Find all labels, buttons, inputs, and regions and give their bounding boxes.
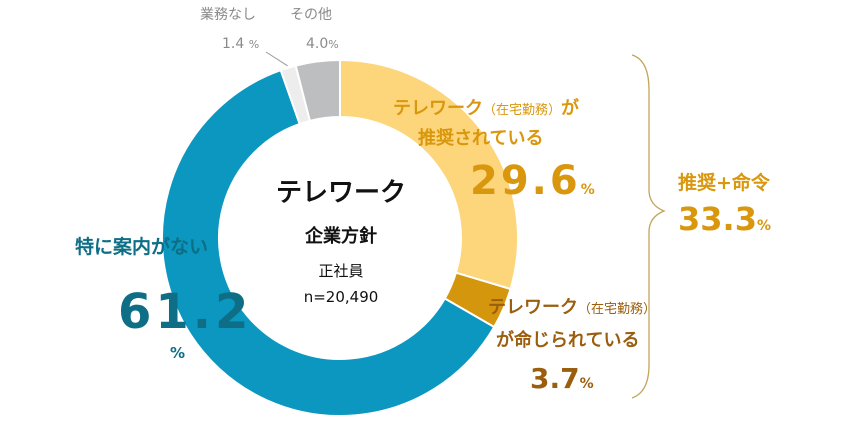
label-recommended-line1: テレワーク（在宅勤務）が: [393, 94, 579, 120]
value-no-work: 1.4 %: [222, 36, 259, 52]
label-recommended-line2: 推奨されている: [418, 128, 544, 149]
center-title: テレワーク: [275, 178, 406, 208]
center-subtitle: 企業方針: [305, 226, 377, 247]
label-ordered-line2: が命じられている: [496, 330, 640, 351]
value-no-guidance: 61.2: [118, 284, 253, 340]
value-no-guidance-unit: %: [170, 344, 186, 362]
donut-slice-0: [339, 58, 519, 291]
label-no-guidance: 特に案内がない: [75, 236, 209, 258]
value-no-work-number: 1.4: [222, 36, 245, 52]
label-recommended-paren: （在宅勤務）: [483, 103, 562, 118]
value-ordered-number: 3.7: [530, 362, 580, 395]
value-other-unit: %: [328, 38, 339, 51]
value-recommended-unit: %: [580, 182, 598, 198]
label-ordered-paren: （在宅勤務）: [578, 302, 657, 317]
center-group: 正社員: [318, 262, 364, 280]
label-recommended-ga: が: [561, 98, 580, 119]
value-total-unit: %: [756, 218, 771, 234]
leader-lines: [265, 51, 288, 67]
value-other-number: 4.0: [306, 36, 329, 52]
label-ordered-text: テレワーク: [488, 297, 578, 318]
donut-slices: [161, 58, 519, 417]
donut-slice-2: [161, 68, 496, 417]
label-ordered-line1: テレワーク（在宅勤務）: [488, 293, 656, 319]
label-no-work: 業務なし: [200, 7, 256, 23]
label-other: その他: [290, 7, 332, 23]
value-no-work-unit: %: [248, 38, 260, 51]
value-total-number: 33.3: [678, 200, 757, 238]
value-other: 4.0%: [306, 36, 339, 52]
value-recommended-number: 29.6: [470, 158, 581, 204]
label-recommended-text: テレワーク: [393, 98, 483, 119]
leader-line-no-work: [265, 51, 288, 67]
bracket: [631, 54, 666, 399]
value-ordered: 3.7%: [530, 362, 594, 395]
donut-slice-4: [294, 58, 341, 123]
center-sample-size: n=20,490: [303, 288, 379, 306]
label-total: 推奨+命令: [678, 172, 770, 194]
value-recommended: 29.6%: [470, 158, 598, 204]
value-ordered-unit: %: [579, 376, 594, 392]
value-total: 33.3%: [678, 200, 771, 238]
